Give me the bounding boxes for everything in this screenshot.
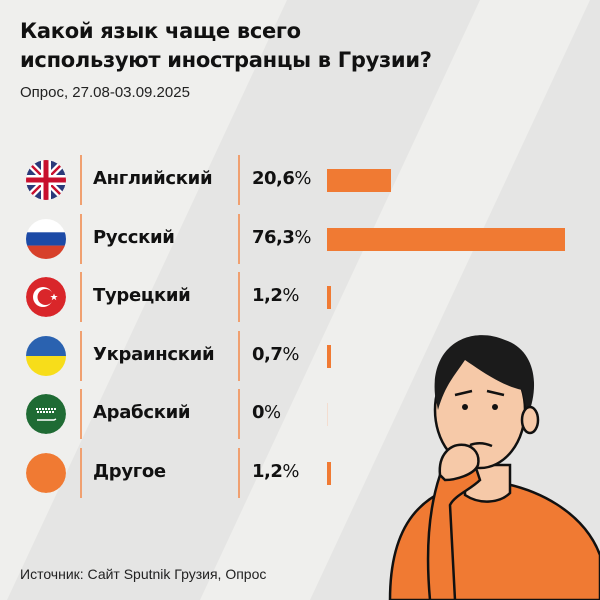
value-label: 1,2% — [252, 461, 299, 482]
divider — [80, 272, 82, 322]
divider — [80, 330, 82, 381]
value-unit: % — [282, 460, 299, 482]
value-label: 76,3% — [252, 226, 312, 248]
value-unit: % — [282, 285, 299, 306]
category-label: Английский — [93, 168, 213, 189]
value-label: 20,6% — [252, 168, 312, 189]
category-label: Другое — [93, 460, 166, 482]
category-label: Русский — [93, 226, 175, 248]
divider — [80, 389, 82, 439]
value-number: 1,2 — [252, 285, 283, 306]
chart-row: Арабский 0% — [0, 389, 600, 439]
russia-flag-icon — [26, 218, 66, 259]
divider — [80, 155, 82, 205]
value-number: 20,6 — [252, 168, 295, 189]
value-unit: % — [282, 343, 299, 365]
divider — [238, 447, 240, 498]
divider — [80, 213, 82, 264]
saudi-flag-icon — [26, 394, 66, 434]
chart-row: Другое 1,2% — [0, 447, 600, 498]
divider — [238, 389, 240, 439]
bar — [327, 344, 331, 368]
bar — [327, 227, 565, 251]
thinking-person-illustration — [388, 335, 600, 600]
source-note: Источник: Сайт Sputnik Грузия, Опрос — [20, 566, 267, 582]
value-unit: % — [294, 226, 312, 248]
value-label: 1,2% — [252, 285, 299, 306]
uk-flag-icon — [26, 160, 66, 200]
bar — [327, 403, 328, 426]
category-label: Турецкий — [93, 285, 191, 306]
value-number: 0 — [252, 402, 265, 423]
title-line-2: используют иностранцы в Грузии? — [20, 48, 432, 72]
bar — [327, 169, 392, 192]
bar — [327, 461, 331, 485]
chart-row: Русский 76,3% — [0, 213, 600, 264]
category-label: Украинский — [93, 343, 215, 365]
chart-row: Украинский 0,7% — [0, 330, 600, 381]
value-number: 1,2 — [252, 460, 283, 482]
turkey-flag-icon — [26, 277, 66, 317]
title-line-1: Какой язык чаще всего — [20, 19, 301, 43]
bar — [327, 286, 331, 309]
divider — [238, 330, 240, 381]
chart-row: Английский 20,6% — [0, 155, 600, 205]
category-label: Арабский — [93, 402, 191, 423]
value-label: 0% — [252, 402, 281, 423]
value-label: 0,7% — [252, 344, 299, 365]
divider — [238, 213, 240, 264]
value-number: 76,3 — [252, 226, 295, 248]
value-unit: % — [294, 168, 312, 189]
value-number: 0,7 — [252, 343, 283, 365]
divider — [238, 155, 240, 205]
subtitle: Опрос, 27.08-03.09.2025 — [20, 84, 190, 101]
chart-row: Турецкий 1,2% — [0, 272, 600, 322]
ukraine-flag-icon — [26, 335, 66, 376]
divider — [80, 447, 82, 498]
divider — [238, 272, 240, 322]
value-unit: % — [264, 402, 281, 423]
orange-circle-icon — [26, 452, 66, 493]
page-title: Какой язык чаще всего используют иностра… — [20, 17, 432, 75]
